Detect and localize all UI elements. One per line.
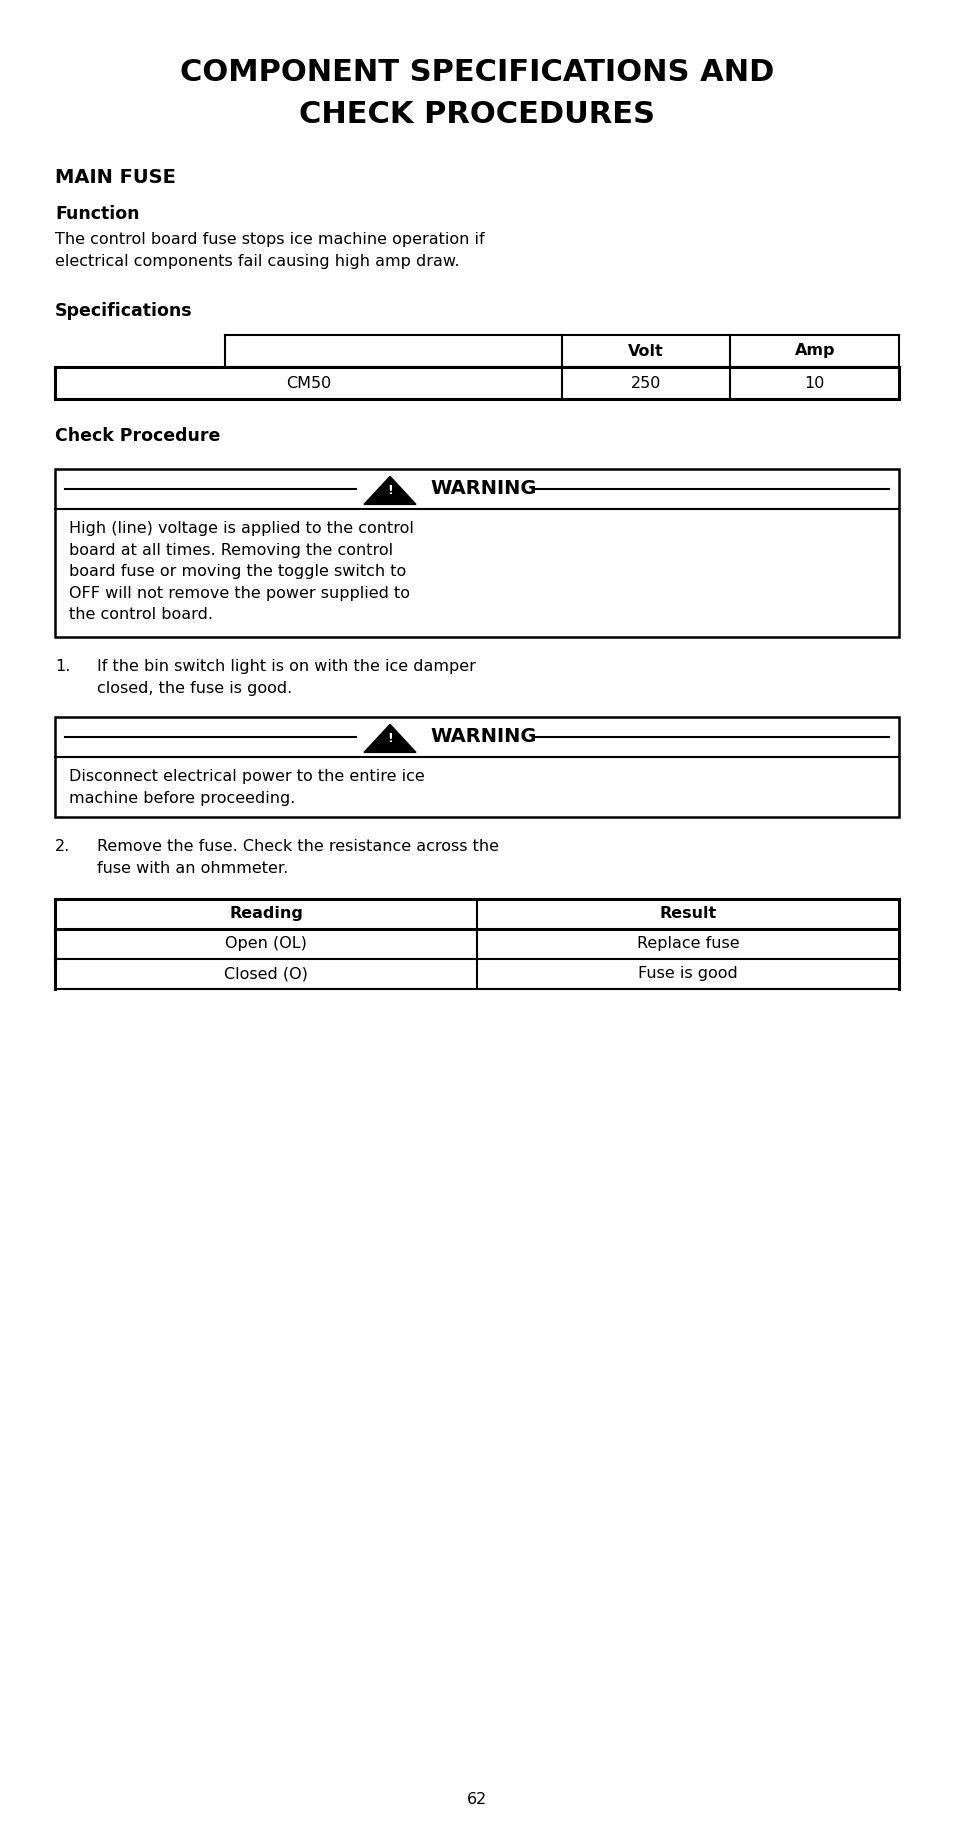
Text: WARNING: WARNING [430,727,536,747]
Text: The control board fuse stops ice machine operation if
electrical components fail: The control board fuse stops ice machine… [55,232,484,269]
Text: If the bin switch light is on with the ice damper
closed, the fuse is good.: If the bin switch light is on with the i… [97,659,476,696]
Text: CM50: CM50 [286,376,331,391]
Text: Result: Result [659,906,716,921]
Text: Volt: Volt [628,343,663,358]
Text: COMPONENT SPECIFICATIONS AND: COMPONENT SPECIFICATIONS AND [179,57,774,87]
Text: Specifications: Specifications [55,303,193,319]
Text: Replace fuse: Replace fuse [636,937,739,952]
Text: Disconnect electrical power to the entire ice
machine before proceeding.: Disconnect electrical power to the entir… [69,769,424,806]
Polygon shape [364,476,416,504]
Text: Remove the fuse. Check the resistance across the
fuse with an ohmmeter.: Remove the fuse. Check the resistance ac… [97,839,498,876]
Text: 2.: 2. [55,839,71,854]
Text: Function: Function [55,205,139,223]
Text: High (line) voltage is applied to the control
board at all times. Removing the c: High (line) voltage is applied to the co… [69,520,414,622]
Text: MAIN FUSE: MAIN FUSE [55,168,175,186]
Bar [55,718,898,817]
Text: Amp: Amp [794,343,834,358]
Polygon shape [364,725,416,753]
Text: Open (OL): Open (OL) [225,937,307,952]
Text: CHECK PROCEDURES: CHECK PROCEDURES [298,100,655,129]
Text: Check Procedure: Check Procedure [55,426,220,445]
Text: Closed (O): Closed (O) [224,967,308,982]
Text: 1.: 1. [55,659,71,673]
Text: Reading: Reading [229,906,303,921]
Text: !: ! [387,732,393,745]
Text: !: ! [387,483,393,496]
Bar [55,469,898,637]
Text: Fuse is good: Fuse is good [638,967,737,982]
Text: 10: 10 [803,376,824,391]
Text: 62: 62 [466,1793,487,1808]
Text: WARNING: WARNING [430,480,536,498]
Text: 250: 250 [630,376,660,391]
